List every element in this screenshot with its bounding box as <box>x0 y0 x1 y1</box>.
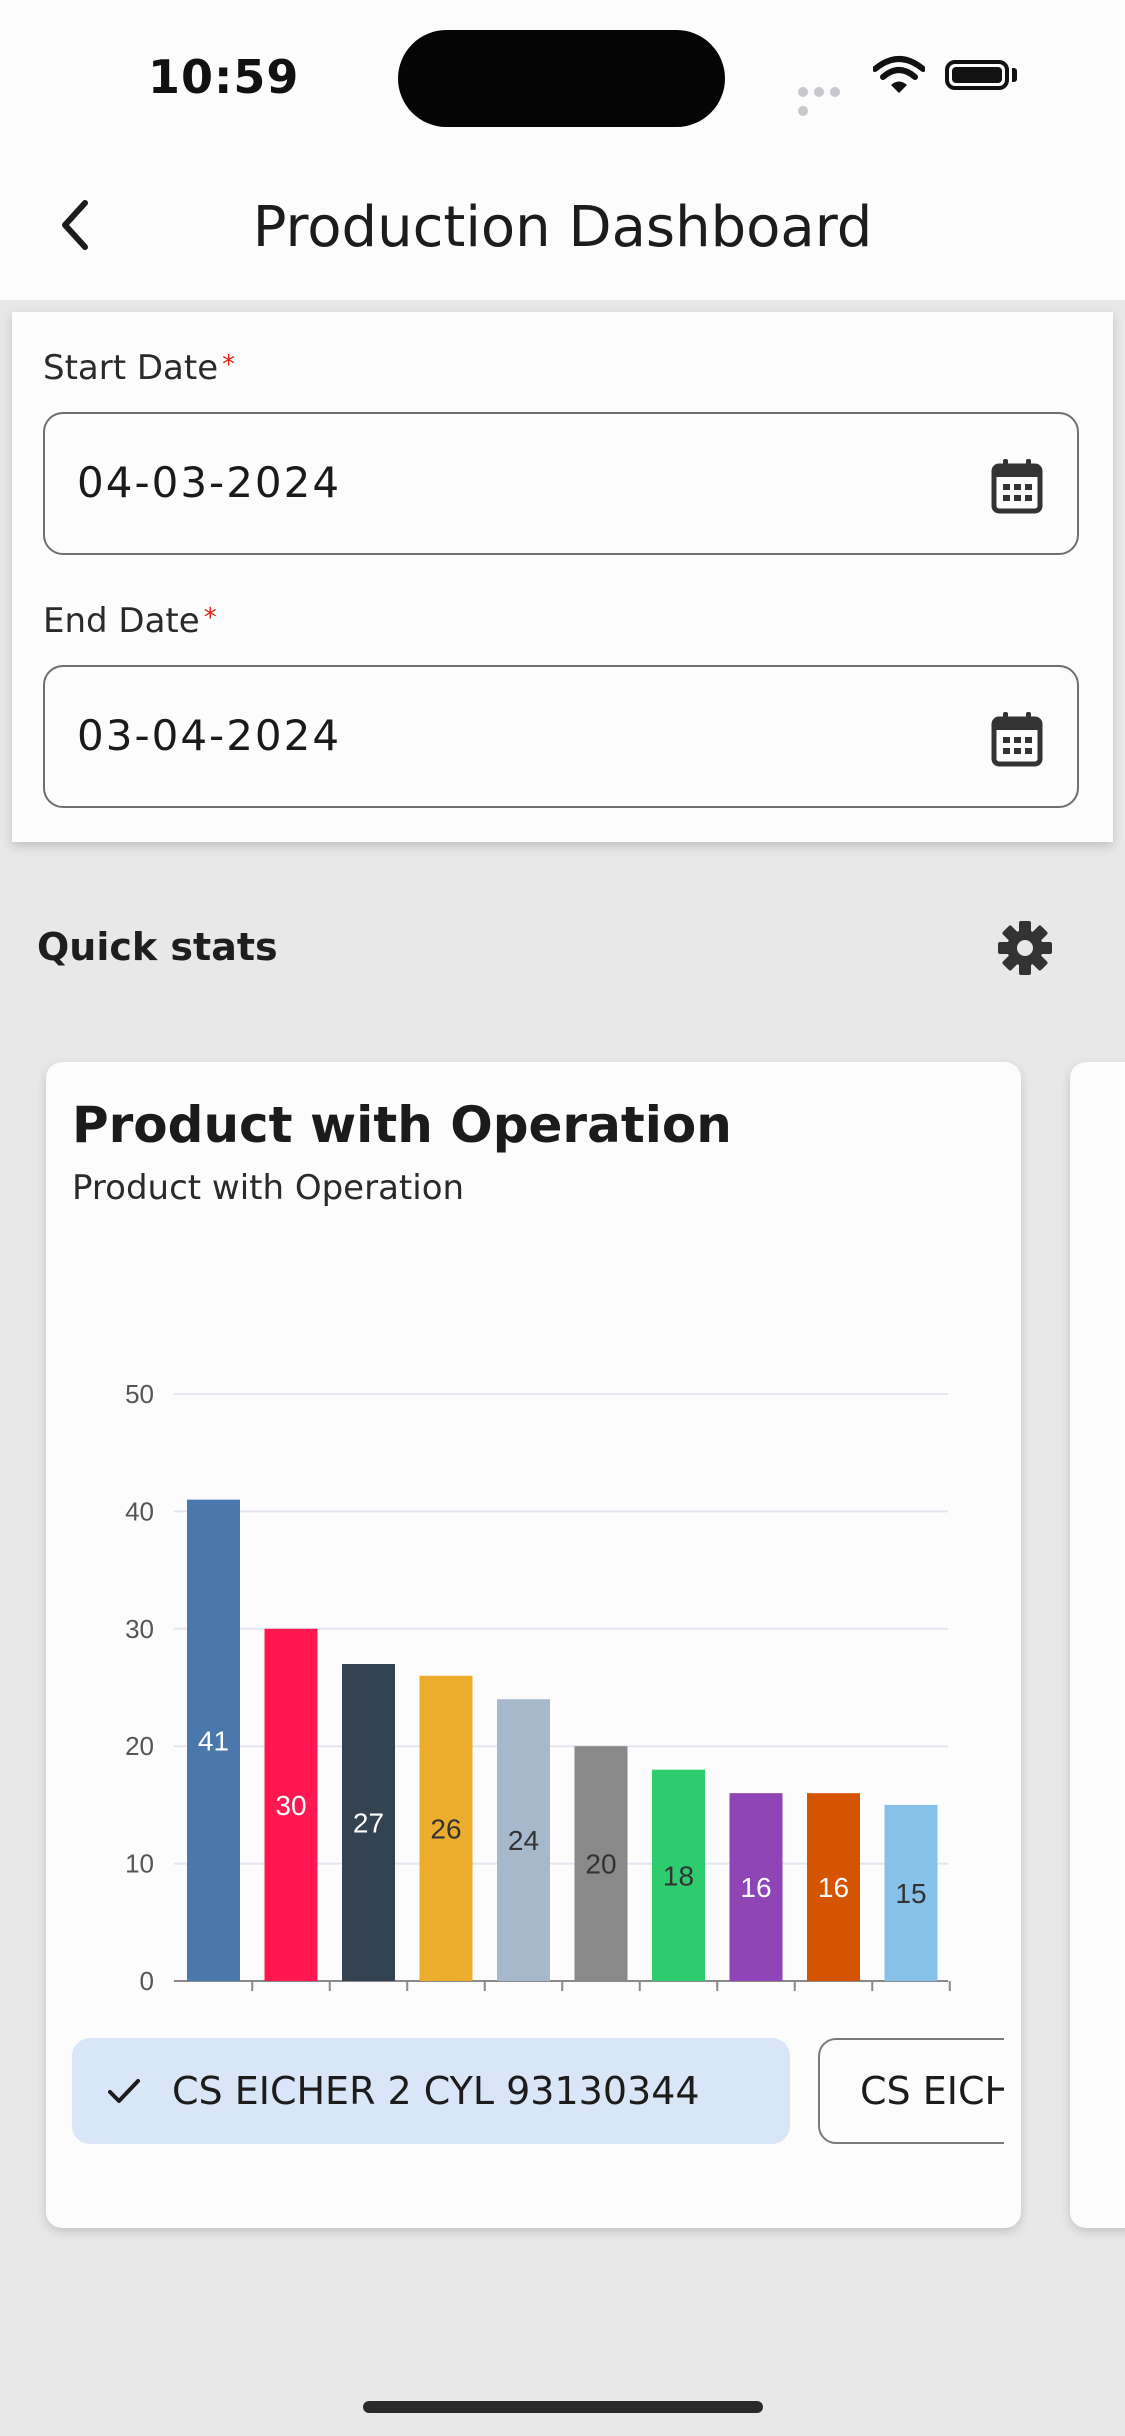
wifi-icon <box>872 55 926 99</box>
data-label: 20 <box>585 1849 616 1880</box>
data-label: 16 <box>818 1872 849 1903</box>
bar <box>264 1628 318 1981</box>
product-chip-selected[interactable]: CS EICHER 2 CYL 93130344 <box>72 2038 790 2144</box>
start-date-label: Start Date * <box>43 348 236 388</box>
bar <box>497 1699 550 1981</box>
data-label: 41 <box>198 1725 229 1756</box>
quick-stats-label: Quick stats <box>37 925 278 969</box>
product-chip-row: CS EICHER 2 CYL 93130344 CS EICHER <box>72 2038 1004 2148</box>
start-date-value: 04-03-2024 <box>77 458 342 507</box>
end-date-value: 03-04-2024 <box>77 711 342 760</box>
battery-tip <box>1012 68 1017 82</box>
y-tick-label: 50 <box>125 1379 154 1409</box>
chart-card: Product with Operation Product with Oper… <box>46 1062 1021 2228</box>
data-label: 18 <box>663 1860 694 1891</box>
page-title: Production Dashboard <box>252 195 873 260</box>
y-tick-label: 30 <box>125 1614 154 1644</box>
chip-label: CS EICHER <box>860 2069 1004 2113</box>
bar <box>729 1793 783 1981</box>
data-label: 24 <box>508 1825 539 1856</box>
bar <box>574 1746 628 1981</box>
required-marker: * <box>222 350 236 380</box>
battery-icon <box>945 60 1009 90</box>
date-filter-card: Start Date * 04-03-2024 End Date * 03-04-2… <box>12 312 1113 842</box>
dynamic-island <box>398 30 725 127</box>
next-chart-card[interactable] <box>1070 1062 1125 2228</box>
status-time: 10:59 <box>148 50 300 104</box>
gear-icon[interactable] <box>995 918 1055 982</box>
cellular-signal-icon <box>798 82 856 116</box>
chevron-left-icon <box>62 200 88 250</box>
data-label: 26 <box>430 1813 461 1844</box>
end-date-field[interactable]: 03-04-2024 <box>43 665 1079 808</box>
calendar-icon[interactable] <box>991 458 1043 518</box>
chart-title: Product with Operation <box>72 1096 732 1154</box>
data-label: 30 <box>275 1790 306 1821</box>
chip-label: CS EICHER 2 CYL 93130344 <box>172 2069 700 2113</box>
app-header <box>0 160 1125 300</box>
end-date-label: End Date * <box>43 601 217 641</box>
bar <box>419 1675 473 1981</box>
data-label: 15 <box>895 1878 926 1909</box>
data-label: 16 <box>740 1872 771 1903</box>
bar <box>342 1664 395 1981</box>
y-tick-label: 20 <box>125 1731 154 1761</box>
y-tick-label: 40 <box>125 1496 154 1526</box>
data-label: 27 <box>353 1808 384 1839</box>
product-chip[interactable]: CS EICHER <box>818 2038 1004 2144</box>
start-date-field[interactable]: 04-03-2024 <box>43 412 1079 555</box>
bar-chart: 0 10 20 30 40 50 41 30 27 26 24 20 18 16 16 15 <box>125 1379 951 1996</box>
calendar-icon[interactable] <box>991 711 1043 771</box>
y-tick-label: 10 <box>125 1849 154 1879</box>
y-tick-label: 0 <box>140 1966 154 1996</box>
bar <box>884 1804 938 1981</box>
bar <box>652 1769 705 1981</box>
bar <box>807 1793 860 1981</box>
chart-subtitle: Product with Operation <box>72 1168 465 1208</box>
check-icon <box>108 2079 140 2103</box>
home-indicator <box>363 2401 763 2413</box>
bar <box>187 1499 240 1981</box>
required-marker: * <box>203 603 217 633</box>
back-button[interactable] <box>40 185 110 265</box>
